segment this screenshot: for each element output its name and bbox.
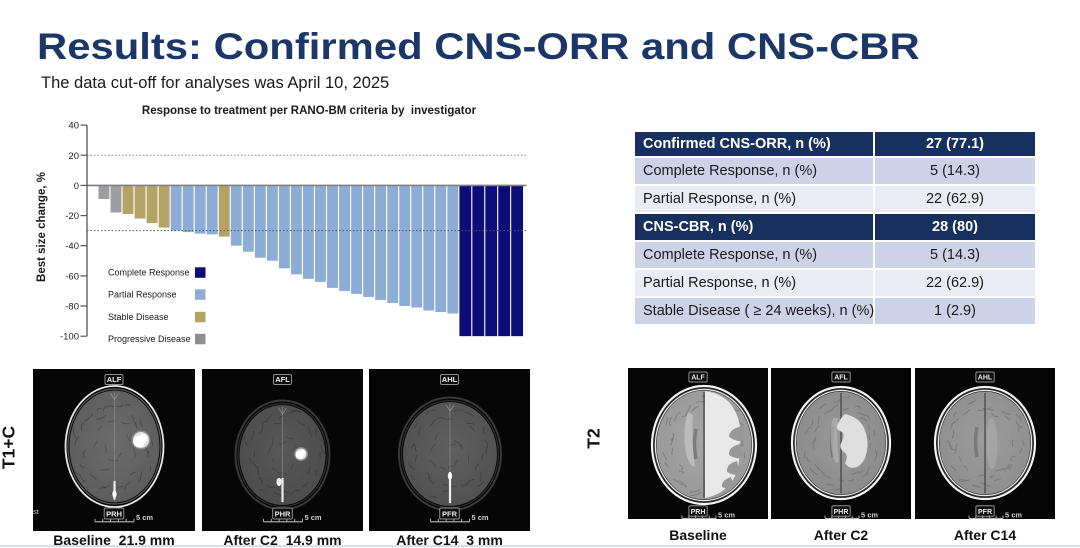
svg-text:-100: -100 bbox=[60, 332, 79, 343]
svg-text:5 cm: 5 cm bbox=[305, 513, 322, 522]
svg-text:ALF: ALF bbox=[691, 375, 705, 382]
svg-text:PHR: PHR bbox=[834, 509, 849, 516]
svg-text:5 cm: 5 cm bbox=[718, 511, 735, 520]
svg-text:-40: -40 bbox=[65, 241, 79, 252]
svg-text:Partial Response: Partial Response bbox=[108, 290, 177, 300]
svg-text:-60: -60 bbox=[65, 271, 79, 282]
svg-text:-80: -80 bbox=[65, 302, 79, 313]
svg-text:Complete Response: Complete Response bbox=[108, 268, 190, 278]
svg-text:PHR: PHR bbox=[275, 510, 291, 519]
svg-text:-20: -20 bbox=[65, 211, 79, 222]
svg-text:Response to treatment per RANO: Response to treatment per RANO-BM criter… bbox=[142, 105, 477, 117]
svg-text:ALF: ALF bbox=[107, 375, 122, 384]
svg-text:40: 40 bbox=[68, 121, 79, 132]
svg-text:Best size change, %: Best size change, % bbox=[36, 172, 48, 282]
svg-text:PRH: PRH bbox=[691, 509, 706, 516]
svg-text:AHL: AHL bbox=[442, 375, 458, 384]
svg-text:20: 20 bbox=[68, 151, 79, 162]
svg-text:PRH: PRH bbox=[106, 510, 122, 519]
svg-text:AFL: AFL bbox=[834, 375, 848, 382]
svg-text:Progressive Disease: Progressive Disease bbox=[108, 334, 191, 344]
svg-text:Stable Disease: Stable Disease bbox=[108, 312, 169, 322]
svg-text:5 cm: 5 cm bbox=[472, 513, 489, 522]
svg-text:AFL: AFL bbox=[275, 375, 290, 384]
svg-text:5 cm: 5 cm bbox=[861, 511, 878, 520]
svg-text:PFR: PFR bbox=[442, 510, 458, 519]
svg-text:5 cm: 5 cm bbox=[136, 513, 153, 522]
svg-text:PFR: PFR bbox=[978, 509, 992, 516]
svg-text:0: 0 bbox=[74, 181, 79, 192]
svg-text:AHL: AHL bbox=[978, 375, 993, 382]
svg-text:5 cm: 5 cm bbox=[1005, 511, 1022, 520]
